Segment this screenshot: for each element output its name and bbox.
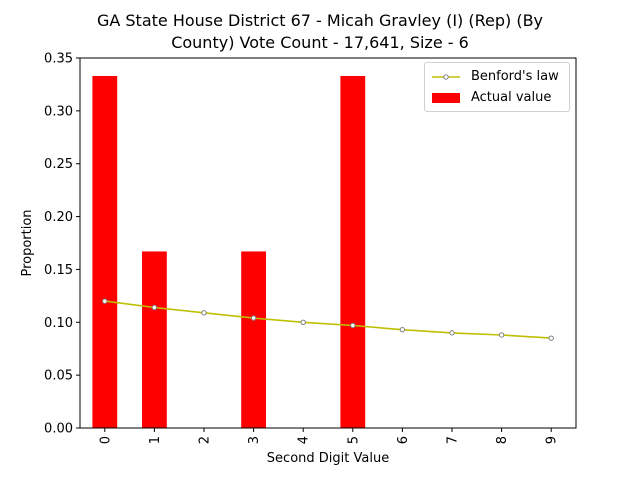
bar-digit-3 [241,251,266,428]
y-tick-label: 0.30 [44,104,73,119]
chart-title-line-1: GA State House District 67 - Micah Gravl… [96,11,544,30]
x-tick-label: 8 [495,436,510,444]
benford-point-5 [350,322,356,329]
legend-label-actual: Actual value [471,90,552,105]
bar-digit-1 [142,251,167,428]
benford-point-3 [250,315,257,321]
benford-point-8 [498,332,505,338]
bar-series [92,75,366,428]
y-tick-label: 0.15 [44,263,73,278]
y-tick-label: 0.05 [44,369,73,384]
bar-digit-0 [92,75,118,428]
y-axis-label: Proportion [20,209,35,276]
legend-item-benford: Benford's law [425,68,571,86]
x-tick-label: 1 [148,436,163,444]
y-tick-label: 0.35 [44,52,73,67]
legend-label-benford: Benford's law [471,69,559,84]
y-tick-label: 0.20 [44,210,73,225]
benford-line [104,300,552,339]
x-tick-label: 5 [346,436,361,444]
legend-line-marker [432,74,460,80]
benford-point-9 [548,335,554,341]
x-tick-label: 6 [396,436,411,444]
benford-series [102,298,554,341]
x-tick-label: 7 [446,436,461,444]
x-tick-label: 4 [297,436,312,444]
x-tick-label: 3 [247,436,262,444]
x-axis-label: Second Digit Value [267,451,389,466]
chart-title-line-2: County) Vote Count - 17,641, Size - 6 [171,33,469,52]
bar-digit-5 [340,75,366,428]
legend-bar-swatch [432,93,460,103]
y-tick-label: 0.10 [44,316,73,331]
benford-point-4 [300,319,306,325]
x-tick-label: 2 [198,436,213,444]
benford-point-7 [449,330,455,336]
legend-item-actual: Actual value [425,89,571,107]
benford-point-0 [102,298,108,304]
plot-frame [79,57,577,429]
benford-point-1 [151,304,158,311]
x-tick-label: 0 [98,436,113,444]
y-tick-label: 0.00 [44,422,73,437]
benford-point-6 [399,326,406,333]
legend: Benford's law Actual value [424,62,570,112]
x-tick-label: 9 [545,436,560,444]
x-axis: 0 1 2 3 4 5 6 7 8 9 [98,428,560,444]
benford-point-2 [201,310,207,316]
y-axis: 0.00 0.05 0.10 0.15 0.20 0.25 0.30 0.35 [44,52,80,437]
y-tick-label: 0.25 [44,157,73,172]
